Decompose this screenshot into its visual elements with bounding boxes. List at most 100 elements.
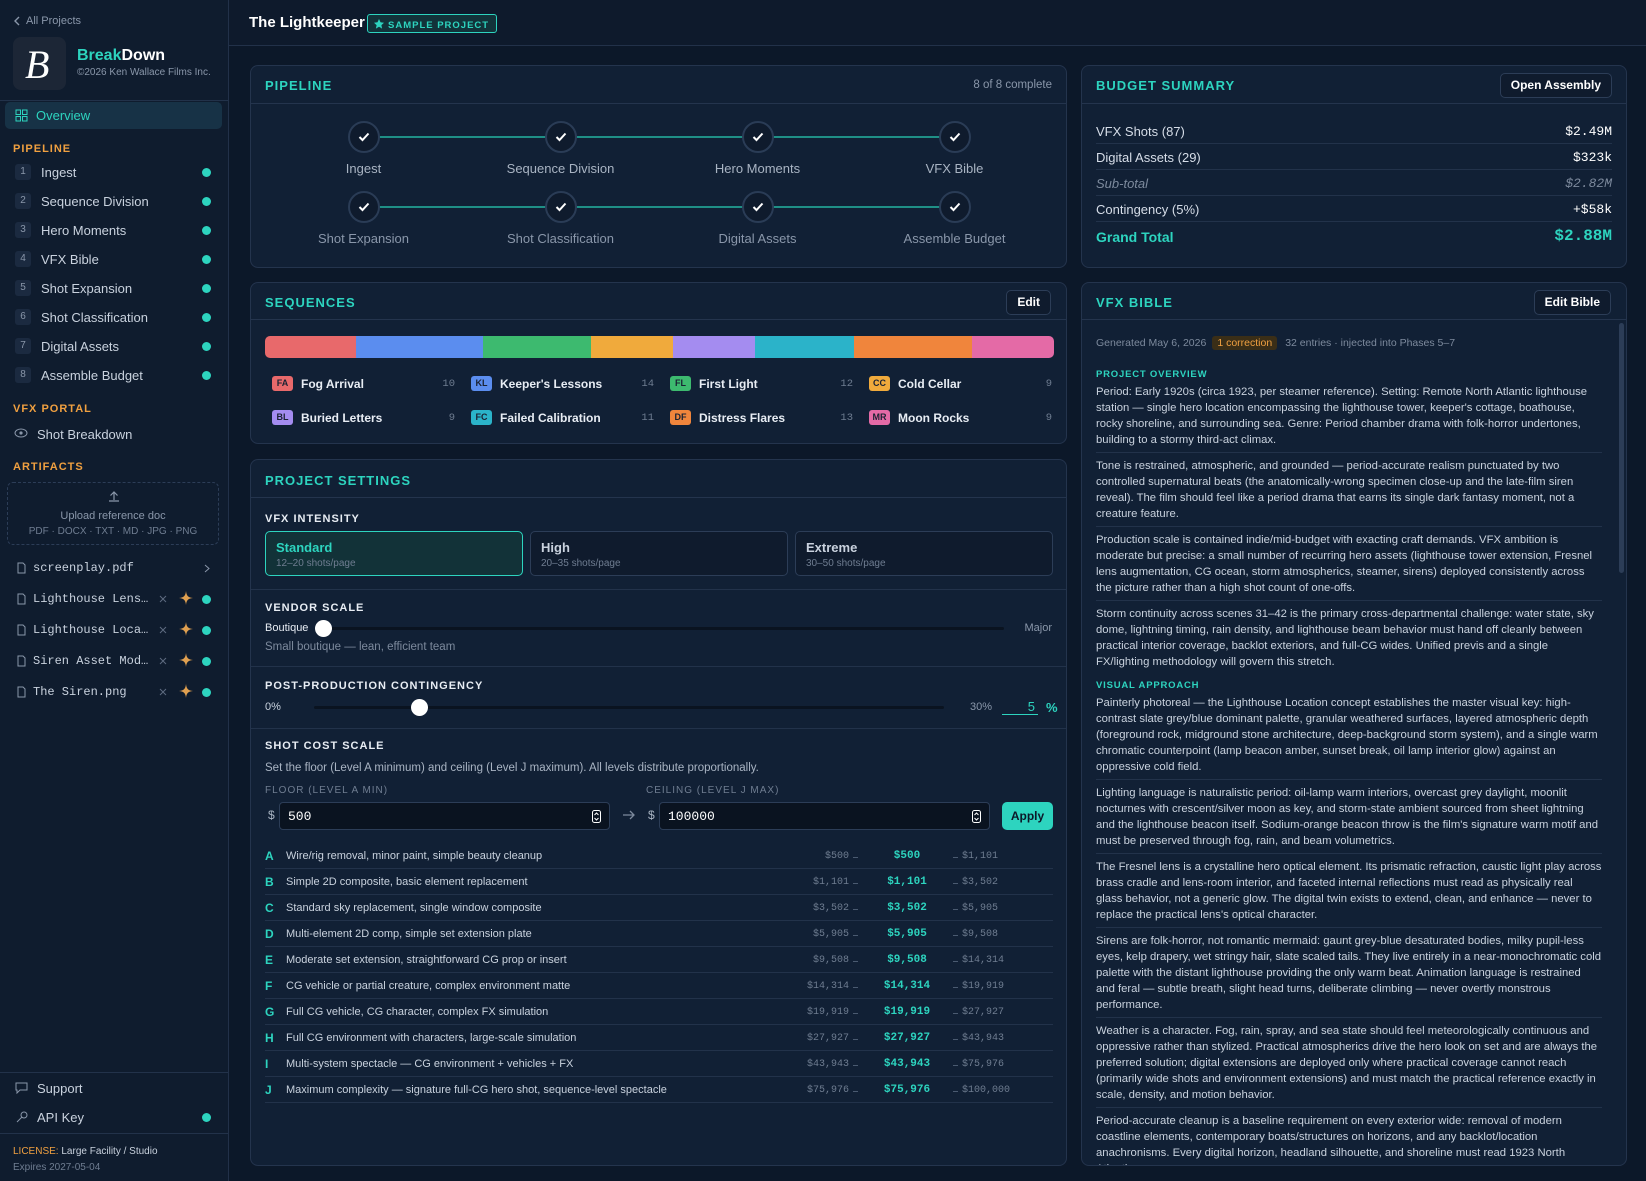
sequence-bar-segment xyxy=(673,336,755,358)
level-desc: Full CG environment with characters, lar… xyxy=(286,1032,577,1044)
open-assembly-button[interactable]: Open Assembly xyxy=(1499,73,1612,98)
step-label: Shot Classification xyxy=(41,310,148,325)
scrollbar xyxy=(1619,323,1624,573)
step-label: Ingest xyxy=(41,165,77,180)
level-mid: $43,943 xyxy=(883,1058,931,1070)
api-key-link[interactable]: API Key xyxy=(37,1110,84,1125)
intensity-option[interactable]: Standard 12–20 shots/page xyxy=(265,531,523,576)
sequence-name: Failed Calibration xyxy=(500,411,601,425)
level-mid: $5,905 xyxy=(887,928,927,940)
level-letter: J xyxy=(265,1083,272,1097)
file-row[interactable]: Siren Asset Mod… xyxy=(13,650,218,672)
bible-panel: VFX BIBLE Edit Bible Generated May 6, 2026… xyxy=(1081,282,1627,1166)
sequence-item[interactable]: FL First Light 12 xyxy=(663,373,853,395)
edit-button[interactable]: Edit xyxy=(1006,290,1051,315)
level-mid: $14,314 xyxy=(883,980,931,992)
sequence-item[interactable]: MR Moon Rocks 9 xyxy=(862,407,1052,429)
panel-header: BUDGET SUMMARY Open Assembly xyxy=(1082,66,1626,104)
step-number: 2 xyxy=(15,193,31,209)
pipeline-nav[interactable]: 4 VFX Bible xyxy=(13,247,218,271)
file-icon xyxy=(17,686,26,698)
step-circle xyxy=(741,191,774,223)
tick-sep xyxy=(853,1065,858,1066)
contingency-input[interactable]: 5 xyxy=(1002,699,1038,715)
slider-knob[interactable] xyxy=(315,620,332,637)
check-icon xyxy=(752,202,763,212)
check-icon xyxy=(752,132,763,142)
cost-level-row: A Wire/rig removal, minor paint, simple b… xyxy=(265,843,1053,869)
sequence-bar-segment xyxy=(972,336,1054,358)
pipeline-nav[interactable]: 3 Hero Moments xyxy=(13,218,218,242)
pipeline-nav[interactable]: 5 Shot Expansion xyxy=(13,276,218,300)
step-label: Shot Classification xyxy=(507,231,614,246)
sequence-count: 12 xyxy=(840,378,853,390)
level-letter: D xyxy=(265,927,274,941)
cost-level-row: J Maximum complexity — signature full-CG … xyxy=(265,1077,1053,1103)
brand-a: Break xyxy=(77,47,122,64)
file-icon xyxy=(17,624,26,636)
file-row[interactable]: screenplay.pdf xyxy=(13,557,218,579)
pipeline-nav[interactable]: 2 Sequence Division xyxy=(13,189,218,213)
sequence-count: 9 xyxy=(1045,412,1052,424)
slider-track xyxy=(319,627,1004,630)
budget-value: +$58k xyxy=(1572,202,1612,217)
ceiling-input[interactable]: 100000 xyxy=(659,802,990,830)
pipeline-nav[interactable]: 7 Digital Assets xyxy=(13,334,218,358)
file-name: The Siren.png xyxy=(33,685,127,699)
remove-icon xyxy=(159,657,167,665)
file-row[interactable]: The Siren.png xyxy=(13,681,218,703)
floor-input[interactable]: 500 xyxy=(279,802,610,830)
sequence-bar-segment xyxy=(355,336,483,358)
slider-track xyxy=(314,706,944,709)
section-label: SHOT COST SCALE xyxy=(265,740,385,752)
step-label: VFX Bible xyxy=(41,252,99,267)
back-link[interactable]: All Projects xyxy=(26,15,82,27)
apply-button[interactable]: Apply xyxy=(1002,802,1053,830)
tick-sep xyxy=(853,1013,858,1014)
edit-bible-button[interactable]: Edit Bible xyxy=(1533,290,1611,315)
sequence-item[interactable]: KL Keeper's Lessons 14 xyxy=(464,373,654,395)
sample-badge: SAMPLE PROJECT xyxy=(367,14,498,33)
file-row[interactable]: Lighthouse Lens… xyxy=(13,588,218,610)
intensity-option[interactable]: Extreme 30–50 shots/page xyxy=(795,531,1053,576)
pipeline-nav[interactable]: 6 Shot Classification xyxy=(13,305,218,329)
tick-sep xyxy=(853,857,858,858)
project-title: The Lightkeeper xyxy=(249,14,365,31)
overview-nav[interactable]: Overview xyxy=(5,102,222,129)
grand-total-label: Grand Total xyxy=(1096,229,1174,245)
upload-box[interactable]: Upload reference doc PDF · DOCX · TXT · M… xyxy=(7,482,219,545)
level-desc: CG vehicle or partial creature, complex … xyxy=(286,980,571,992)
bible-paragraph: Sirens are folk-horror, not romantic mer… xyxy=(1096,933,1602,1018)
remove-icon xyxy=(159,688,167,696)
slider-knob[interactable] xyxy=(410,699,428,716)
status-dot xyxy=(202,595,211,604)
sequence-item[interactable]: FA Fog Arrival 10 xyxy=(265,373,455,395)
bible-meta: Generated May 6, 2026 1 correction 32 entr… xyxy=(1096,336,1455,350)
sequence-item[interactable]: BL Buried Letters 9 xyxy=(265,407,455,429)
step-label: Assemble Budget xyxy=(41,368,143,383)
pipeline-nav[interactable]: 1 Ingest xyxy=(13,160,218,184)
sequence-item[interactable]: FC Failed Calibration 11 xyxy=(464,407,654,429)
panel-title: PROJECT SETTINGS xyxy=(265,473,412,488)
sparkle-icon xyxy=(179,653,193,667)
cost-level-row: G Full CG vehicle, CG character, complex … xyxy=(265,999,1053,1025)
level-high: $3,502 xyxy=(962,877,999,888)
level-high: $75,976 xyxy=(962,1059,1005,1070)
step-label: Ingest xyxy=(345,161,382,176)
step-label: Sequence Division xyxy=(41,194,149,209)
file-row[interactable]: Lighthouse Loca… xyxy=(13,619,218,641)
sequence-code: FL xyxy=(670,376,691,391)
intensity-option[interactable]: High 20–35 shots/page xyxy=(530,531,788,576)
spinner-icon xyxy=(972,810,981,823)
section-label: POST-PRODUCTION CONTINGENCY xyxy=(265,680,484,692)
level-desc: Simple 2D composite, basic element repla… xyxy=(286,876,528,888)
pipeline-nav[interactable]: 8 Assemble Budget xyxy=(13,363,218,387)
sequence-count: 14 xyxy=(641,378,654,390)
support-link[interactable]: Support xyxy=(37,1081,83,1096)
sequence-item[interactable]: CC Cold Cellar 9 xyxy=(862,373,1052,395)
sequence-item[interactable]: DF Distress Flares 13 xyxy=(663,407,853,429)
status-dot xyxy=(202,342,211,351)
portal-link[interactable]: Shot Breakdown xyxy=(37,427,133,442)
sequence-bar-segment xyxy=(854,336,973,358)
overview-label: Overview xyxy=(36,108,91,123)
